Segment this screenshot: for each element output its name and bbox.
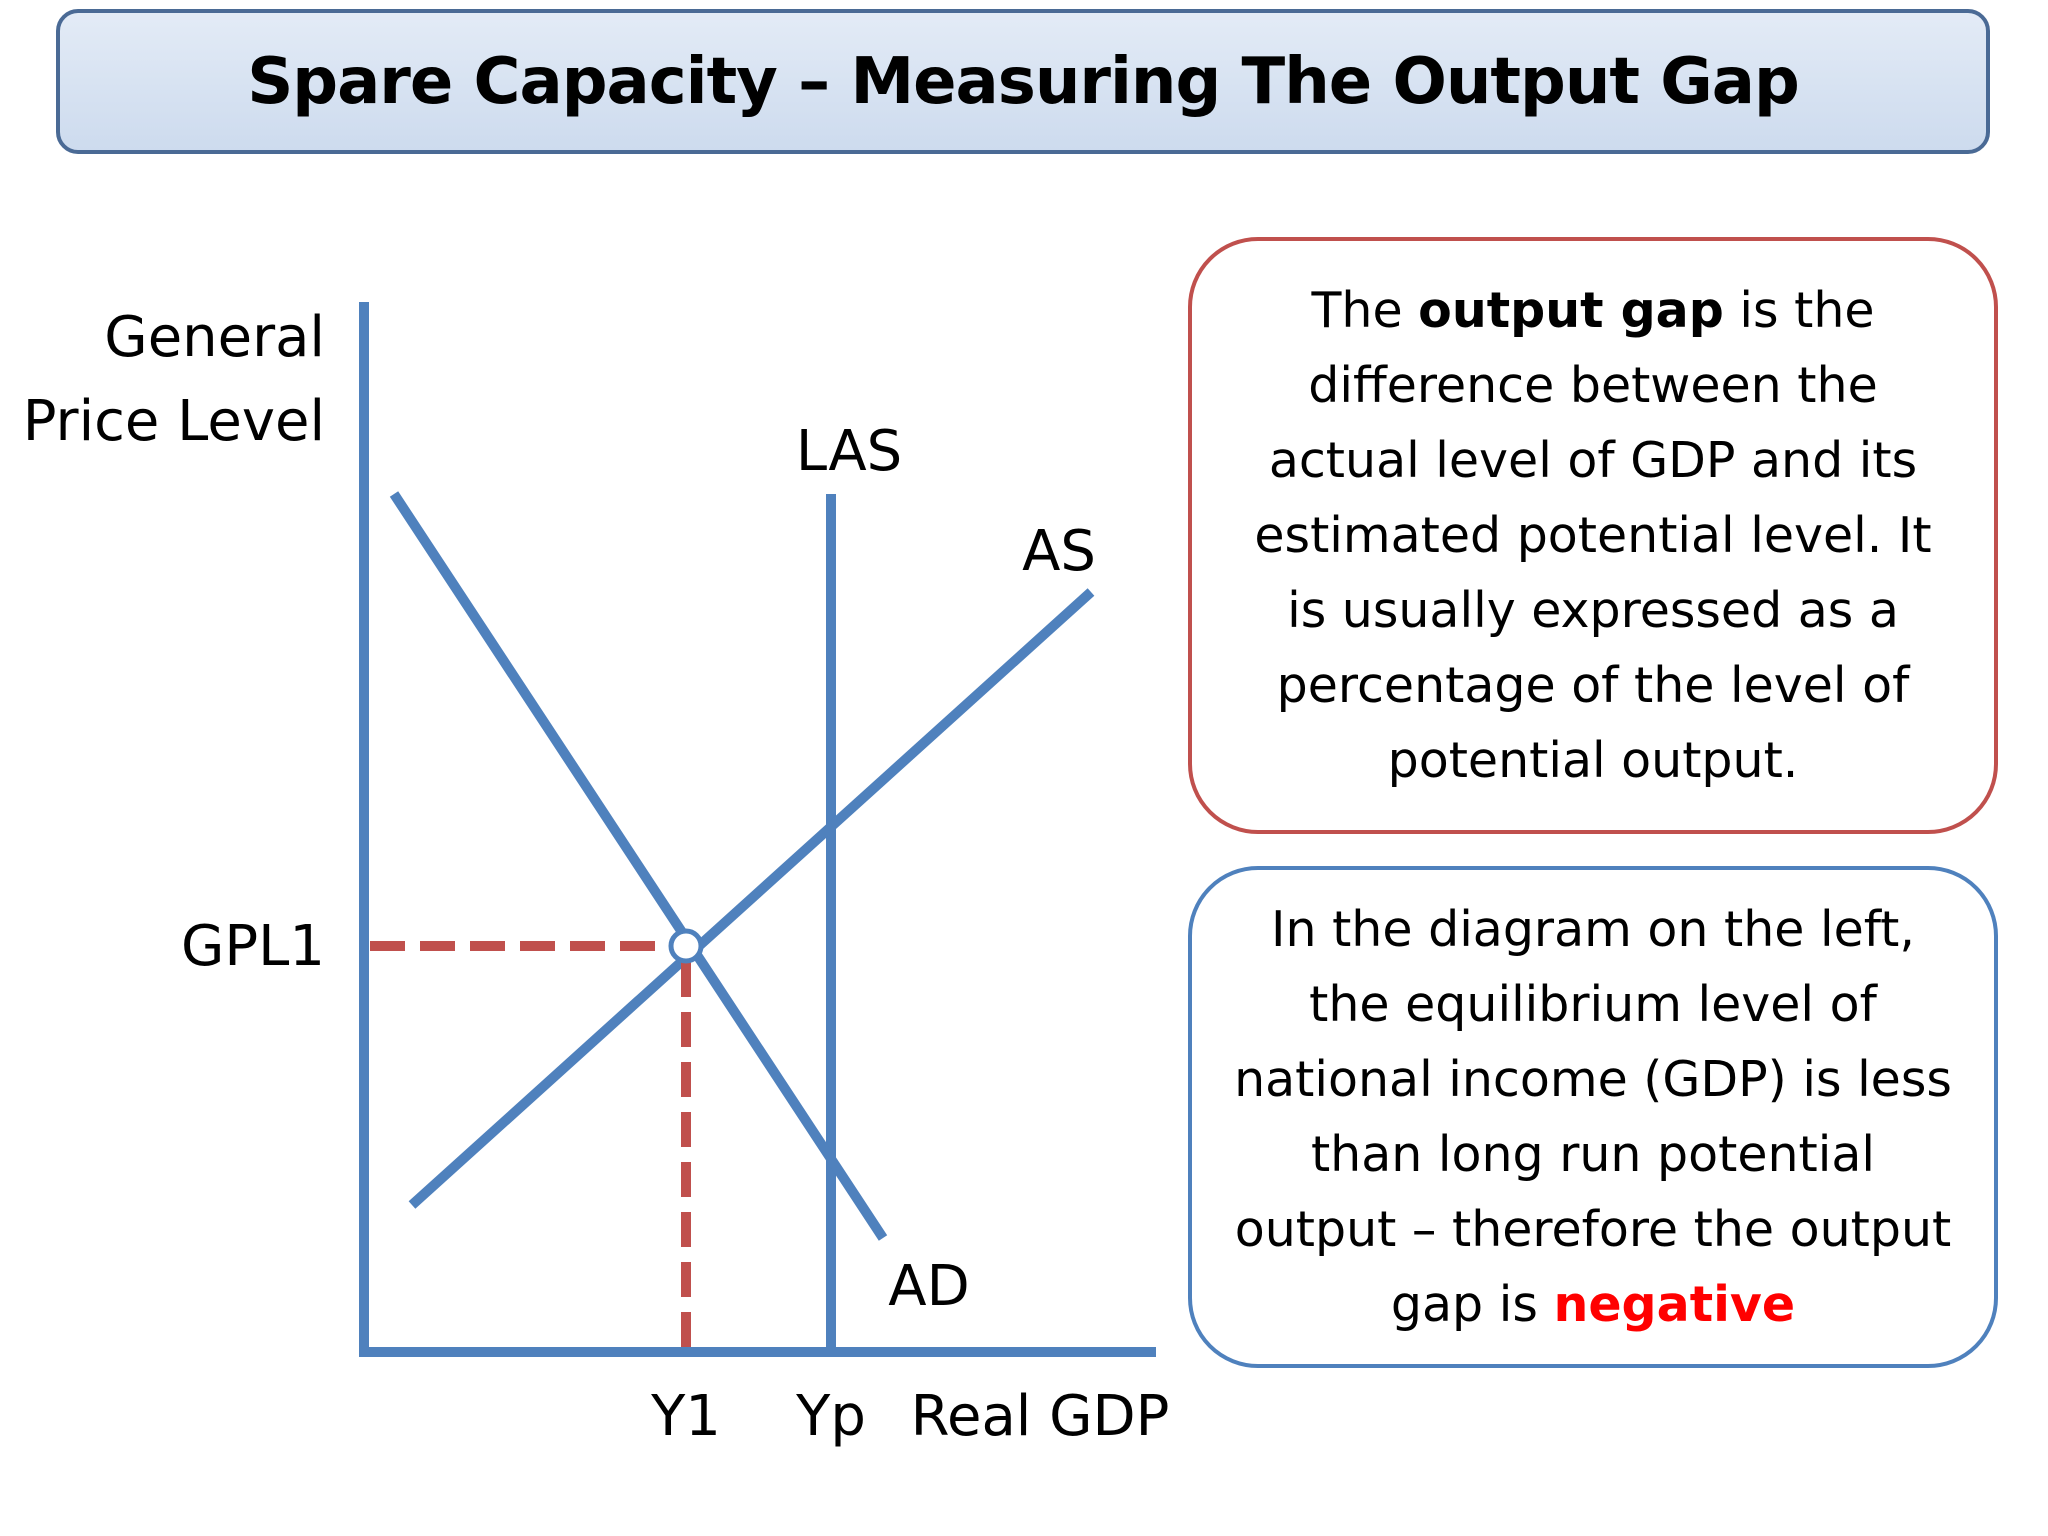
definition-term: output gap <box>1418 282 1724 339</box>
as-label: AS <box>1022 519 1096 584</box>
negative-highlight: negative <box>1553 1276 1796 1333</box>
as-curve <box>408 588 1095 1209</box>
definition-box: The output gap is the difference between… <box>1188 237 1998 834</box>
y1-label: Y1 <box>650 1384 721 1449</box>
ad-label: AD <box>888 1254 969 1319</box>
gpl1-label: GPL1 <box>181 914 325 979</box>
explanation-text-start: In the diagram on the left, the equilibr… <box>1234 901 1952 1333</box>
yp-label: Yp <box>795 1384 866 1449</box>
explanation-text: In the diagram on the left, the equilibr… <box>1228 892 1958 1342</box>
slide-title: Spare Capacity – Measuring The Output Ga… <box>247 44 1800 119</box>
equilibrium-point <box>668 928 704 964</box>
title-banner: Spare Capacity – Measuring The Output Ga… <box>56 9 1990 154</box>
definition-text-start: The <box>1311 282 1419 339</box>
las-label: LAS <box>796 419 902 484</box>
ad-as-diagram: General Price Level LAS AS AD GPL1 Y1 Yp… <box>23 302 1170 1449</box>
explanation-box: In the diagram on the left, the equilibr… <box>1188 866 1998 1368</box>
ad-curve <box>389 491 888 1241</box>
x-axis-label: Real GDP <box>911 1384 1170 1449</box>
definition-text-end: is the difference between the actual lev… <box>1254 282 1932 789</box>
definition-text: The output gap is the difference between… <box>1233 273 1953 798</box>
y-axis-label-line1: General <box>104 305 325 370</box>
y-axis-label-line2: Price Level <box>23 389 325 454</box>
